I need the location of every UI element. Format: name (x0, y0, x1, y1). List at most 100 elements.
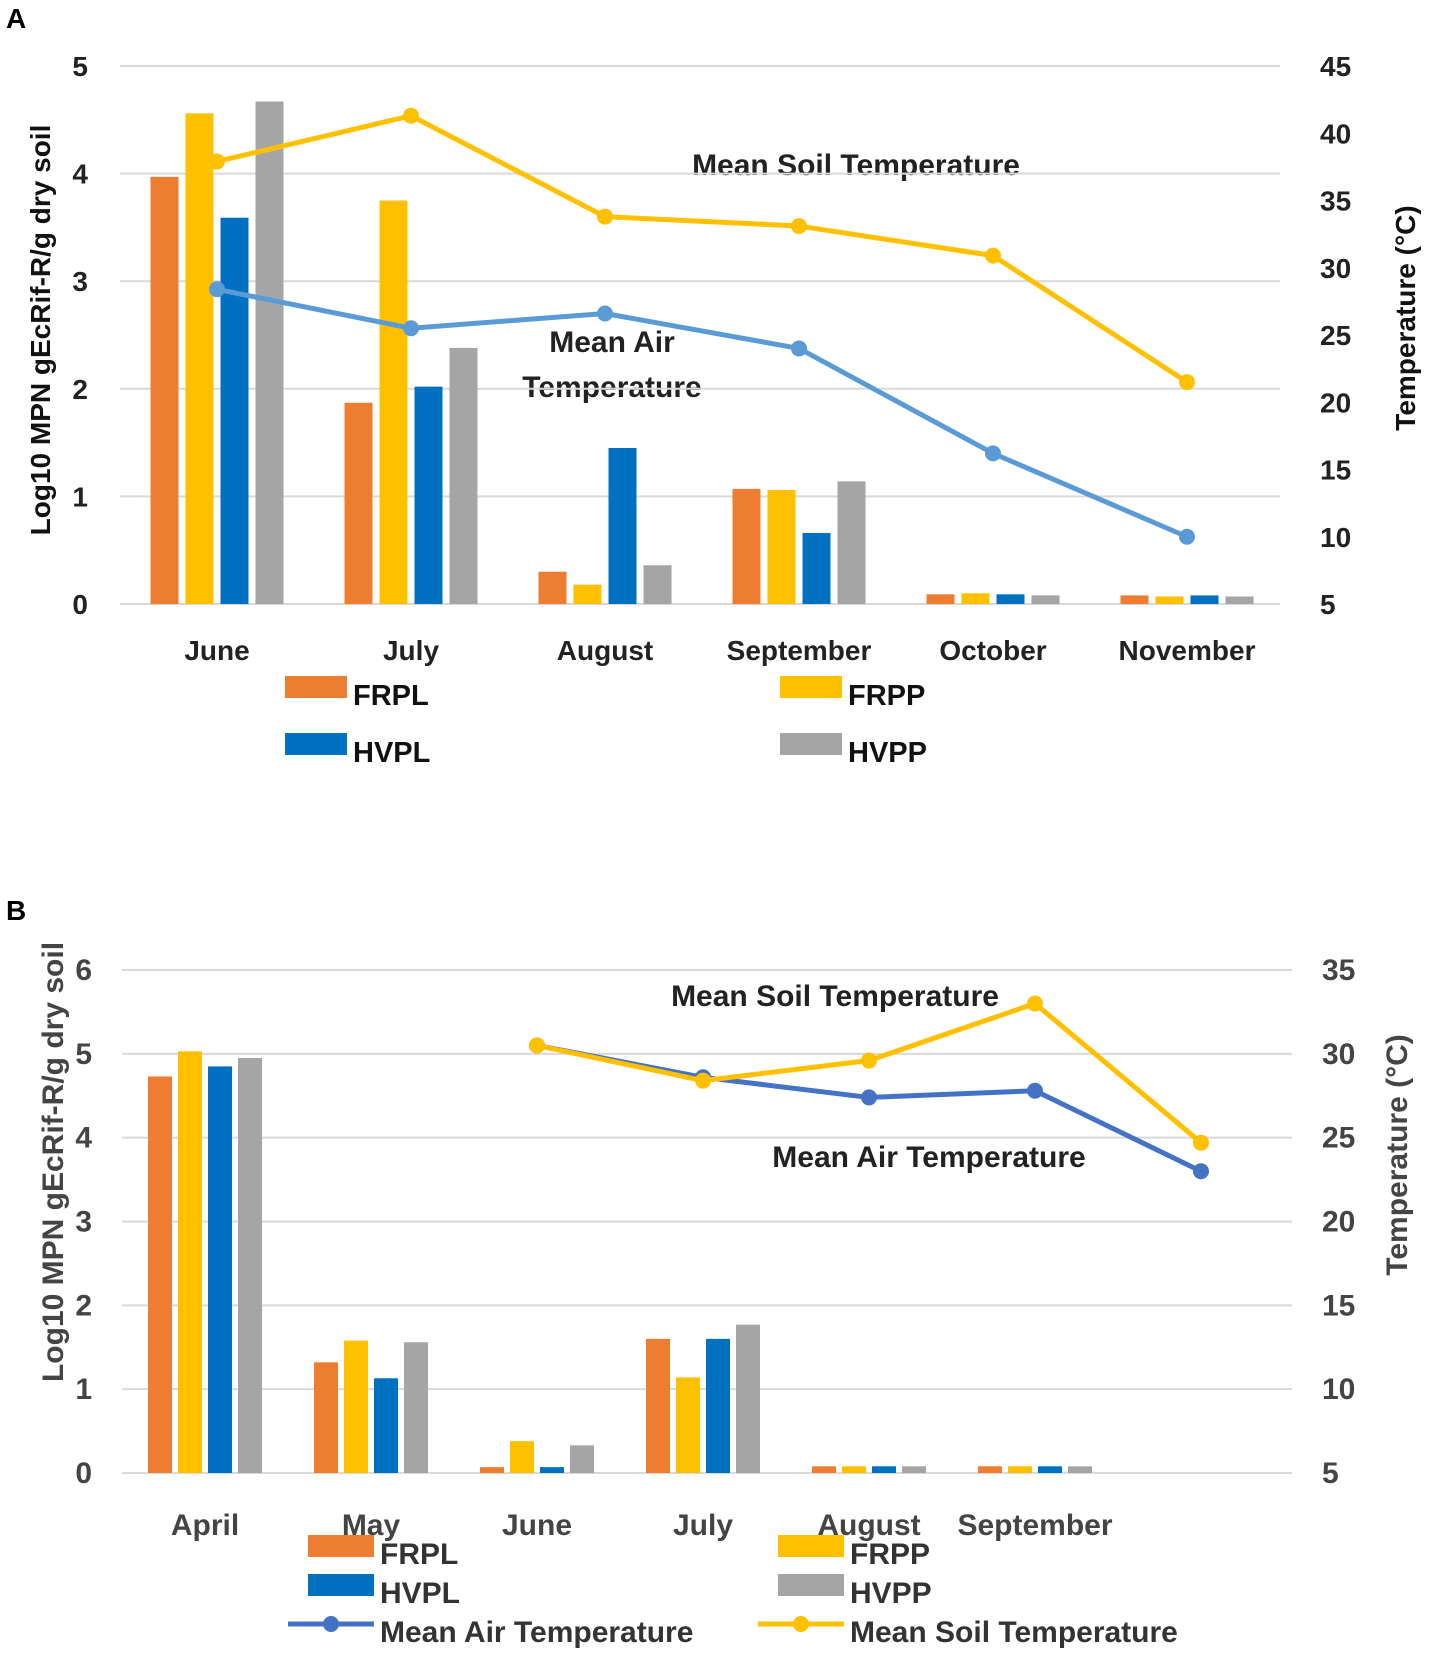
panel-b-legend-label-hvpl: HVPL (380, 1577, 460, 1610)
panel-a-marker-air-temperature (403, 320, 419, 337)
panel-b-x-tick-label: April (171, 1509, 239, 1542)
panel-a-marker-soil-temperature (209, 153, 225, 170)
panel-b-bar-hvpl-september (1038, 1466, 1062, 1473)
panel-b-legend-label-mean-soil-temperature: Mean Soil Temperature (850, 1616, 1178, 1649)
panel-a-x-tick-label: August (557, 635, 653, 666)
panel-b-bar-hvpl-august (872, 1466, 896, 1473)
panel-a-bar-hvpl-june (220, 217, 249, 604)
panel-a-bar-hvpl-october (996, 594, 1025, 604)
panel-b-bar-frpp-april (178, 1051, 202, 1473)
panel-a-y2-tick-label: 30 (1320, 253, 1351, 284)
panel-b-legend-label-frpp: FRPP (850, 1538, 930, 1571)
panel-a-bar-frpl-july (344, 402, 373, 604)
panel-a-x-tick-label: November (1119, 635, 1256, 666)
panel-b-legend-swatch-hvpl (308, 1574, 374, 1596)
panel-a-y-axis-label: Log10 MPN gEcRif-R/g dry soil (25, 125, 56, 536)
panel-a-bar-hvpl-september (802, 532, 831, 604)
panel-a-bar-hvpp-october (1031, 595, 1060, 604)
panel-b-marker-soil-temperature (1027, 995, 1043, 1012)
panel-b-bar-hvpl-june (540, 1467, 564, 1473)
panel-a-bar-hvpp-june (255, 101, 284, 605)
panel-a-x-tick-label: June (184, 635, 249, 666)
panel-a-x-tick-label: July (383, 635, 439, 666)
panel-a-marker-air-temperature (209, 281, 225, 298)
panel-a-legend-label-hvpl: HVPL (353, 737, 430, 769)
panel-a-y2-tick-label: 20 (1320, 387, 1351, 418)
panel-a-bar-frpl-june (150, 176, 179, 604)
panel-a-bar-hvpl-august (608, 447, 637, 604)
panel-a-marker-air-temperature (791, 340, 807, 357)
panel-a-air-annotation-line1: Mean Air (549, 326, 675, 359)
panel-b-legend-label-frpl: FRPL (380, 1538, 458, 1571)
panel-a-bar-frpl-september (732, 488, 761, 604)
panel-a-bar-frpp-september (767, 489, 796, 604)
panel-a-y2-tick-label: 35 (1320, 186, 1351, 217)
panel-a-bar-frpl-october (926, 594, 955, 604)
panel-a-bar-frpp-october (961, 593, 990, 604)
panel-a-bar-hvpl-july (414, 386, 443, 604)
panel-a-legend-swatch-frpp (780, 676, 842, 698)
panel-b-legend-label-mean-air-temperature: Mean Air Temperature (380, 1616, 693, 1649)
panel-a-label: A (6, 3, 26, 34)
panel-a-bar-hvpp-november (1225, 596, 1254, 604)
panel-b-bar-hvpp-august (902, 1466, 926, 1473)
panel-a-marker-air-temperature (597, 305, 613, 322)
panel-b-bar-hvpp-april (238, 1058, 262, 1473)
panel-b-y2-tick-label: 20 (1322, 1206, 1355, 1239)
panel-a-y-tick-label: 1 (72, 481, 88, 512)
panel-a-y-tick-label: 5 (72, 51, 88, 82)
panel-b-x-tick-label: July (673, 1509, 733, 1542)
panel-b-y-tick-label: 3 (75, 1206, 92, 1239)
panel-b-y-tick-label: 6 (75, 954, 92, 987)
panel-b-y2-tick-label: 25 (1322, 1122, 1355, 1155)
panel-a-marker-soil-temperature (985, 247, 1001, 264)
panel-b-y2-tick-label: 35 (1322, 954, 1355, 987)
panel-a-y2-tick-label: 40 (1320, 118, 1351, 149)
panel-b-bar-hvpl-july (706, 1338, 730, 1473)
panel-a-x-tick-label: October (939, 635, 1046, 666)
panel-b-legend-label-hvpp: HVPP (850, 1577, 932, 1610)
panel-b-legend-marker-mean-soil-temperature (793, 1616, 809, 1632)
panel-b-bar-frpp-june (510, 1441, 534, 1473)
panel-b-marker-soil-temperature (861, 1052, 877, 1069)
panel-b-legend-swatch-frpp (778, 1535, 844, 1557)
panel-b-y2-tick-label: 5 (1322, 1457, 1339, 1490)
panel-b-bar-hvpl-april (208, 1066, 232, 1473)
panel-a-bar-frpl-august (538, 571, 567, 604)
panel-a-soil-annotation: Mean Soil Temperature (692, 149, 1020, 182)
panel-a-bar-frpp-june (185, 113, 214, 605)
panel-a-y2-tick-label: 45 (1320, 51, 1351, 82)
panel-a-bar-frpp-july (379, 200, 408, 604)
panel-b-legend-swatch-frpl (308, 1535, 374, 1557)
panel-b-soil-annotation: Mean Soil Temperature (671, 980, 999, 1013)
panel-a-bar-hvpp-september (837, 481, 866, 604)
panel-b-marker-air-temperature (861, 1089, 877, 1106)
panel-b-legend-marker-mean-air-temperature (323, 1616, 339, 1632)
panel-a-marker-soil-temperature (1179, 374, 1195, 391)
panel-b-bar-frpl-june (480, 1467, 504, 1473)
panel-b-legend-swatch-hvpp (778, 1574, 844, 1596)
panel-a-legend-label-frpl: FRPL (353, 680, 429, 712)
panel-a-bar-hvpp-august (643, 565, 672, 604)
panel-a-legend-label-frpp: FRPP (848, 680, 925, 712)
panel-a-marker-soil-temperature (597, 208, 613, 225)
panel-b-y-tick-label: 1 (75, 1373, 92, 1406)
panel-a-y2-axis-label: Temperature (°C) (1390, 205, 1421, 430)
panel-b-bar-frpl-april (148, 1076, 172, 1473)
panel-b-label: B (6, 895, 26, 926)
panel-a-y-tick-label: 0 (72, 589, 88, 620)
panel-b-bar-hvpl-may (374, 1378, 398, 1473)
panel-b-bar-frpp-august (842, 1466, 866, 1473)
panel-a-legend-swatch-hvpp (780, 733, 842, 755)
panel-b-marker-air-temperature (1193, 1163, 1209, 1180)
panel-a-marker-air-temperature (1179, 528, 1195, 545)
panel-b-bar-frpl-july (646, 1338, 670, 1473)
panel-b-y2-tick-label: 10 (1322, 1373, 1355, 1406)
panel-a-legend-label-hvpp: HVPP (848, 737, 927, 769)
panel-a-bar-frpp-november (1155, 596, 1184, 604)
panel-b-bar-frpp-september (1008, 1466, 1032, 1473)
panel-a-x-tick-label: September (727, 635, 872, 666)
panel-b-bar-frpp-july (676, 1377, 700, 1473)
panel-b-air-annotation: Mean Air Temperature (772, 1141, 1085, 1174)
